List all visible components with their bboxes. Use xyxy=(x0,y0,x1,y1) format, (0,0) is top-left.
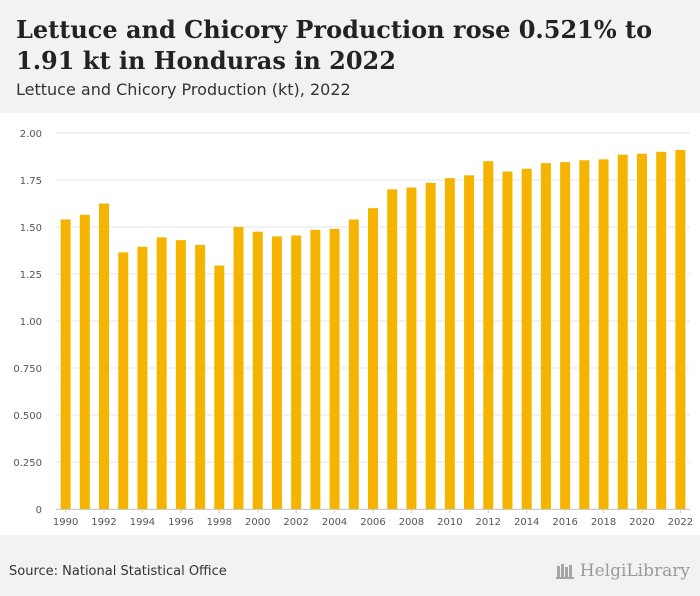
bar xyxy=(502,171,513,509)
y-tick-label: 1.75 xyxy=(20,176,42,187)
y-tick-label: 2.00 xyxy=(20,129,42,140)
y-tick-label: 0 xyxy=(36,505,42,516)
bar xyxy=(137,246,148,510)
bar xyxy=(540,163,551,509)
bar xyxy=(252,231,263,509)
bar xyxy=(60,219,71,509)
bar xyxy=(483,161,494,509)
bar xyxy=(464,175,475,510)
y-tick-label: 1.25 xyxy=(20,270,42,281)
y-tick-label: 0.750 xyxy=(13,364,42,375)
x-tick-label: 2012 xyxy=(476,517,501,528)
x-tick-label: 2008 xyxy=(399,517,424,528)
bar xyxy=(617,154,628,509)
x-tick-label: 2010 xyxy=(437,517,462,528)
x-tick-label: 2002 xyxy=(283,517,308,528)
x-tick-label: 2018 xyxy=(591,517,616,528)
x-tick-label: 2016 xyxy=(552,517,577,528)
bar xyxy=(598,159,609,509)
bar xyxy=(636,153,647,509)
bar xyxy=(675,149,686,510)
bar xyxy=(579,160,590,509)
bar xyxy=(156,237,167,509)
x-tick-label: 1998 xyxy=(207,517,232,528)
bar xyxy=(406,187,417,509)
bar xyxy=(214,265,225,509)
x-tick-label: 1996 xyxy=(168,517,193,528)
bar xyxy=(271,236,282,509)
x-tick-label: 2004 xyxy=(322,517,347,528)
bar xyxy=(195,244,206,510)
bar xyxy=(425,182,436,509)
y-tick-label: 1.00 xyxy=(20,317,42,328)
chart-area: 0 0.250 0.500 0.750 1.00 1.25 1.50 1.75 2.00 1990… xyxy=(0,113,700,535)
x-tick-label: 2014 xyxy=(514,517,539,528)
bar xyxy=(521,168,532,509)
bar-chart: 0 0.250 0.500 0.750 1.00 1.25 1.50 1.75 2.00 1990… xyxy=(13,129,693,528)
y-tick-label: 0.250 xyxy=(13,458,42,469)
x-tick-label: 2006 xyxy=(360,517,385,528)
bar xyxy=(329,228,340,509)
page-title: Lettuce and Chicory Production rose 0.52… xyxy=(16,15,653,75)
bar xyxy=(387,189,398,509)
source-note: Source: National Statistical Office xyxy=(9,564,227,579)
bar xyxy=(368,208,378,509)
x-tick-label: 2020 xyxy=(629,517,654,528)
chart-subtitle: Lettuce and Chicory Production (kt), 202… xyxy=(16,80,351,99)
bar xyxy=(444,178,455,509)
bar xyxy=(99,203,110,509)
bar xyxy=(118,252,129,509)
bar xyxy=(656,151,667,510)
x-tick-label: 1992 xyxy=(91,517,116,528)
logo-text: HelgiLibrary xyxy=(579,561,690,581)
x-tick-label: 1994 xyxy=(130,517,155,528)
bar xyxy=(291,235,302,509)
y-tick-label: 1.50 xyxy=(20,223,42,234)
bar xyxy=(560,162,571,509)
header: Lettuce and Chicory Production rose 0.52… xyxy=(0,0,700,113)
bar xyxy=(175,240,186,509)
helgilibrary-logo[interactable]: HelgiLibrary xyxy=(555,561,690,581)
y-tick-label: 0.500 xyxy=(13,411,42,422)
bar xyxy=(79,214,90,509)
x-tick-label: 2000 xyxy=(245,517,270,528)
footer: Source: National Statistical Office Helg… xyxy=(0,535,700,596)
x-tick-label: 2022 xyxy=(668,517,693,528)
bar xyxy=(233,227,244,509)
library-icon xyxy=(555,564,574,579)
x-tick-label: 1990 xyxy=(53,517,78,528)
bar xyxy=(348,219,359,509)
bar xyxy=(310,229,321,509)
